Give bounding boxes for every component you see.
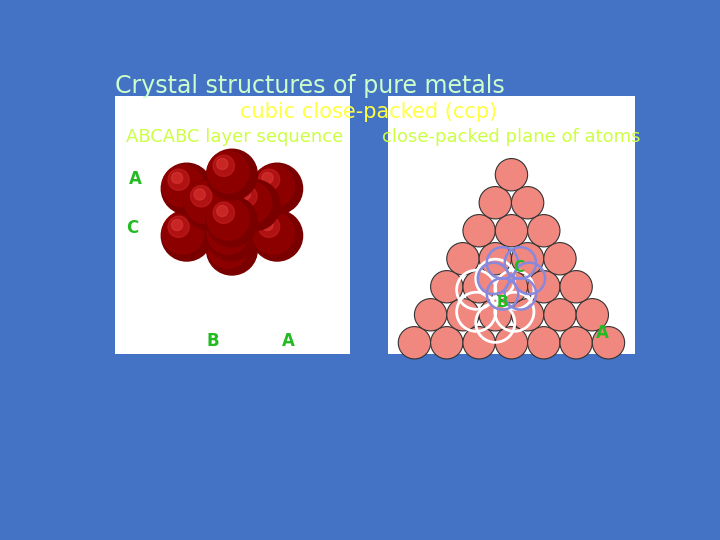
Circle shape [511, 242, 544, 275]
Circle shape [495, 327, 528, 359]
Circle shape [593, 327, 625, 359]
Circle shape [213, 183, 235, 204]
Circle shape [217, 219, 228, 231]
Circle shape [262, 219, 273, 231]
Circle shape [253, 165, 294, 207]
Circle shape [207, 165, 249, 207]
Bar [388, 96, 634, 354]
Text: A: A [129, 170, 142, 187]
Circle shape [162, 165, 204, 207]
Circle shape [171, 219, 183, 231]
Text: close-packed plane of atoms: close-packed plane of atoms [382, 128, 641, 146]
Circle shape [528, 214, 560, 247]
Circle shape [431, 271, 463, 303]
Circle shape [528, 327, 560, 359]
Circle shape [239, 189, 251, 200]
Circle shape [207, 151, 249, 193]
Bar [115, 96, 350, 354]
Circle shape [171, 172, 183, 184]
Text: ABCABC layer sequence: ABCABC layer sequence [125, 128, 343, 146]
Circle shape [495, 214, 528, 247]
Circle shape [217, 172, 228, 184]
Circle shape [511, 186, 544, 219]
Circle shape [463, 327, 495, 359]
Circle shape [229, 180, 280, 231]
Circle shape [560, 271, 593, 303]
Circle shape [495, 159, 528, 191]
Circle shape [213, 230, 235, 252]
Circle shape [544, 242, 576, 275]
Circle shape [235, 186, 257, 207]
Circle shape [217, 158, 228, 170]
Circle shape [528, 271, 560, 303]
Circle shape [217, 233, 228, 245]
Circle shape [207, 179, 249, 221]
Circle shape [194, 203, 205, 214]
Circle shape [511, 299, 544, 331]
Circle shape [217, 186, 228, 198]
Circle shape [184, 194, 235, 245]
Circle shape [207, 196, 257, 247]
Circle shape [544, 299, 576, 331]
Circle shape [447, 242, 479, 275]
Circle shape [207, 226, 249, 268]
Circle shape [184, 180, 235, 231]
Circle shape [184, 195, 226, 238]
Circle shape [207, 198, 249, 240]
Circle shape [230, 195, 271, 238]
Circle shape [184, 182, 226, 224]
Circle shape [258, 169, 279, 191]
Text: Crystal structures of pure metals: Crystal structures of pure metals [115, 74, 505, 98]
Circle shape [168, 169, 189, 191]
Circle shape [447, 299, 479, 331]
Circle shape [207, 210, 257, 261]
Circle shape [213, 169, 235, 191]
Circle shape [207, 212, 249, 254]
Circle shape [576, 299, 608, 331]
Circle shape [162, 212, 204, 254]
Circle shape [213, 216, 235, 238]
Circle shape [191, 186, 212, 207]
Circle shape [398, 327, 431, 359]
Circle shape [479, 242, 511, 275]
Circle shape [252, 210, 302, 261]
Circle shape [235, 200, 257, 221]
Text: cubic close-packed (ccp): cubic close-packed (ccp) [240, 102, 498, 122]
Circle shape [161, 210, 212, 261]
Text: A: A [596, 324, 609, 342]
Text: B: B [207, 332, 219, 350]
Circle shape [191, 200, 212, 221]
Circle shape [560, 327, 593, 359]
Circle shape [495, 271, 528, 303]
Circle shape [168, 216, 189, 238]
Circle shape [207, 149, 257, 200]
Text: B: B [497, 295, 508, 310]
Circle shape [262, 172, 273, 184]
Circle shape [161, 163, 212, 214]
Circle shape [230, 182, 271, 224]
Circle shape [213, 202, 235, 224]
Circle shape [463, 271, 495, 303]
Circle shape [252, 163, 302, 214]
Circle shape [463, 214, 495, 247]
Circle shape [253, 212, 294, 254]
Circle shape [415, 299, 447, 331]
Circle shape [194, 189, 205, 200]
Circle shape [207, 163, 257, 214]
Circle shape [431, 327, 463, 359]
Circle shape [207, 224, 257, 275]
Circle shape [479, 299, 511, 331]
Circle shape [479, 186, 511, 219]
Text: C: C [513, 260, 524, 275]
Circle shape [213, 155, 235, 177]
Circle shape [258, 216, 279, 238]
Circle shape [239, 203, 251, 214]
Circle shape [229, 194, 280, 245]
Text: A: A [282, 332, 295, 350]
Circle shape [217, 205, 228, 217]
Circle shape [207, 177, 257, 228]
Text: C: C [127, 219, 139, 237]
